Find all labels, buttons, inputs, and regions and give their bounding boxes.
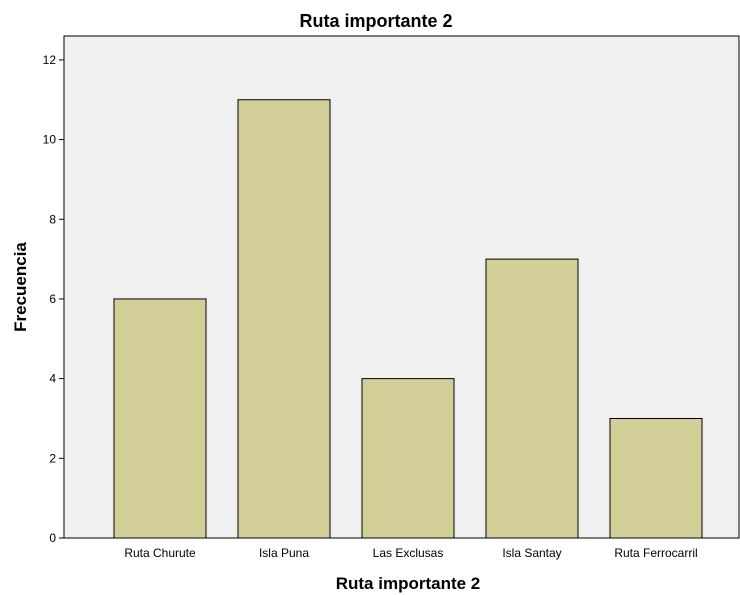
- y-tick-label: 12: [43, 53, 57, 67]
- x-tick-label: Ruta Ferrocarril: [614, 546, 697, 560]
- y-axis-title: Frecuencia: [11, 242, 30, 332]
- bars-group: [113, 99, 703, 539]
- x-axis-ticks: Ruta Churute Isla Puna Las Exclusas Isla Sa…: [124, 546, 697, 560]
- chart-title: Ruta importante 2: [299, 11, 452, 31]
- y-tick-label: 4: [49, 372, 56, 386]
- x-tick-label: Isla Puna: [259, 546, 309, 560]
- x-tick-label: Isla Santay: [502, 546, 561, 560]
- y-tick-label: 2: [49, 451, 56, 465]
- x-tick-label: Las Exclusas: [373, 546, 444, 560]
- bar-2: [361, 378, 455, 539]
- y-tick-label: 6: [49, 292, 56, 306]
- bar-3: [485, 258, 579, 539]
- y-axis-ticks: 0 2 4 6 8 10 12: [43, 53, 64, 545]
- x-tick-label: Ruta Churute: [124, 546, 196, 560]
- bar-1: [237, 99, 331, 539]
- y-tick-label: 8: [49, 212, 56, 226]
- y-tick-label: 0: [49, 531, 56, 545]
- bar-4: [609, 417, 703, 539]
- bar-0: [113, 298, 207, 539]
- y-tick-label: 10: [43, 133, 57, 147]
- x-axis-title: Ruta importante 2: [336, 574, 481, 593]
